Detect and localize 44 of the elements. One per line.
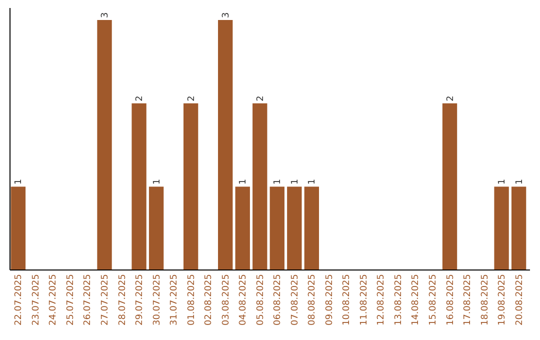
data-label: 2 (135, 96, 146, 102)
x-tick-label: 05.08.2025 (256, 274, 266, 326)
x-tick-label: 17.08.2025 (463, 274, 474, 326)
data-label: 2 (256, 96, 266, 102)
x-tick-label: 12.08.2025 (376, 274, 387, 326)
x-tick-label: 07.08.2025 (290, 274, 300, 326)
data-label: 2 (186, 96, 197, 102)
x-tick-label: 15.08.2025 (428, 274, 438, 326)
x-tick-label: 14.08.2025 (411, 274, 422, 326)
x-tick-label: 23.07.2025 (31, 274, 42, 326)
x-tick-label: 19.08.2025 (498, 274, 508, 326)
data-label: 1 (14, 178, 24, 185)
x-tick-label: 31.07.2025 (170, 274, 180, 326)
x-tick-label: 18.08.2025 (480, 274, 490, 326)
x-tick-label: 27.07.2025 (100, 274, 111, 326)
x-tick-label: 29.07.2025 (135, 274, 146, 326)
data-label: 3 (100, 12, 111, 18)
x-tick-label: 20.08.2025 (514, 274, 525, 326)
x-tick-label: 26.07.2025 (83, 274, 94, 326)
x-tick-label: 25.07.2025 (66, 274, 76, 326)
data-label: 3 (221, 12, 232, 18)
x-tick-label: 13.08.2025 (394, 274, 404, 326)
data-label: 1 (290, 178, 300, 185)
x-tick-label: 08.08.2025 (308, 274, 318, 326)
data-label: 1 (273, 178, 284, 185)
x-tick-label: 06.08.2025 (273, 274, 284, 326)
data-label: 1 (238, 178, 249, 185)
x-tick-label: 09.08.2025 (324, 274, 335, 326)
x-tick-label: 11.08.2025 (359, 274, 370, 326)
data-label: 1 (152, 178, 162, 185)
data-label: 2 (446, 96, 456, 102)
data-label: 1 (514, 178, 525, 185)
x-tick-label: 02.08.2025 (204, 274, 214, 326)
x-tick-label: 03.08.2025 (221, 274, 232, 326)
data-label: 1 (308, 178, 318, 185)
x-tick-label: 16.08.2025 (446, 274, 456, 326)
data-label: 1 (498, 178, 508, 185)
x-tick-label: 01.08.2025 (186, 274, 197, 326)
x-tick-label: 24.07.2025 (48, 274, 59, 326)
x-tick-label: 04.08.2025 (238, 274, 249, 326)
x-tick-label: 22.07.2025 (14, 274, 24, 326)
x-tick-label: 10.08.2025 (342, 274, 352, 326)
x-tick-label: 28.07.2025 (118, 274, 128, 326)
x-tick-label: 30.07.2025 (152, 274, 162, 326)
